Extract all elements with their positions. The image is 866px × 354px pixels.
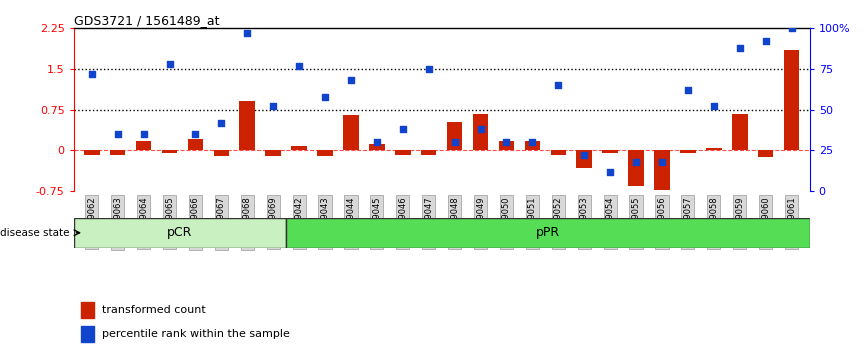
Bar	[421, 150, 436, 155]
Text: pCR: pCR	[167, 226, 192, 239]
Point	[474, 126, 488, 132]
Point	[215, 120, 229, 126]
Bar	[291, 146, 307, 150]
Point	[396, 126, 410, 132]
Bar	[343, 115, 359, 150]
Bar	[499, 141, 514, 150]
Bar	[286, 218, 810, 248]
Bar	[81, 302, 94, 318]
Text: disease state: disease state	[0, 228, 69, 238]
Bar	[577, 150, 592, 168]
Bar	[758, 150, 773, 157]
Point	[241, 30, 255, 36]
Bar	[74, 218, 286, 248]
Point	[733, 45, 746, 51]
Bar	[81, 326, 94, 342]
Text: percentile rank within the sample: percentile rank within the sample	[101, 329, 289, 339]
Bar	[84, 150, 100, 155]
Point	[785, 25, 798, 31]
Point	[189, 131, 203, 137]
Text: transformed count: transformed count	[101, 305, 205, 315]
Bar	[447, 122, 462, 150]
Bar	[706, 148, 721, 150]
Bar	[784, 50, 799, 150]
Point	[707, 104, 721, 109]
Point	[266, 104, 280, 109]
Bar	[265, 150, 281, 156]
Point	[422, 66, 436, 72]
Point	[137, 131, 151, 137]
Point	[318, 94, 332, 99]
Point	[681, 87, 695, 93]
Bar	[680, 150, 695, 153]
Bar	[603, 150, 618, 153]
Text: GDS3721 / 1561489_at: GDS3721 / 1561489_at	[74, 14, 219, 27]
Bar	[654, 150, 669, 189]
Point	[163, 61, 177, 67]
Bar	[317, 150, 333, 156]
Bar	[395, 150, 410, 155]
Point	[629, 159, 643, 165]
Bar	[628, 150, 643, 186]
Point	[655, 159, 669, 165]
Point	[85, 71, 99, 77]
Bar	[188, 138, 204, 150]
Point	[500, 139, 514, 145]
Point	[604, 169, 617, 175]
Point	[552, 82, 565, 88]
Point	[759, 39, 772, 44]
Point	[111, 131, 125, 137]
Bar	[732, 114, 747, 150]
Bar	[525, 141, 540, 150]
Bar	[162, 150, 178, 153]
Point	[344, 78, 358, 83]
Point	[526, 139, 540, 145]
Point	[578, 153, 591, 158]
Bar	[110, 150, 126, 155]
Bar	[473, 114, 488, 150]
Bar	[214, 150, 229, 156]
Bar	[369, 144, 385, 150]
Point	[370, 139, 384, 145]
Bar	[551, 150, 566, 155]
Bar	[136, 141, 152, 150]
Text: pPR: pPR	[536, 226, 560, 239]
Point	[448, 139, 462, 145]
Point	[292, 63, 306, 69]
Bar	[240, 101, 255, 150]
